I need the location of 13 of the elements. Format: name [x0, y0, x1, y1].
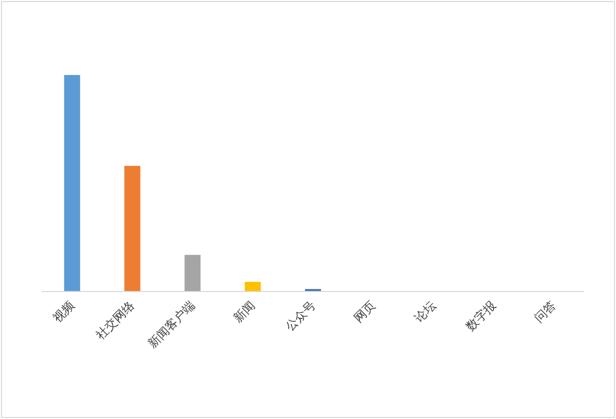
x-tick-label: 数字报 [463, 298, 499, 334]
x-tick-label: 新闻客户端 [145, 298, 198, 350]
bar [124, 166, 140, 291]
bar [244, 282, 261, 291]
x-tick-label: 社交网络 [93, 298, 138, 342]
x-tick-label: 问答 [532, 298, 559, 325]
x-tick-label: 视频 [50, 298, 78, 325]
x-tick-label: 公众号 [282, 298, 318, 334]
x-tick-label: 论坛 [412, 298, 438, 325]
bar [64, 75, 80, 291]
x-tick-label: 新闻 [230, 298, 258, 325]
x-tick-label: 网页 [351, 298, 378, 325]
bar [184, 254, 201, 291]
